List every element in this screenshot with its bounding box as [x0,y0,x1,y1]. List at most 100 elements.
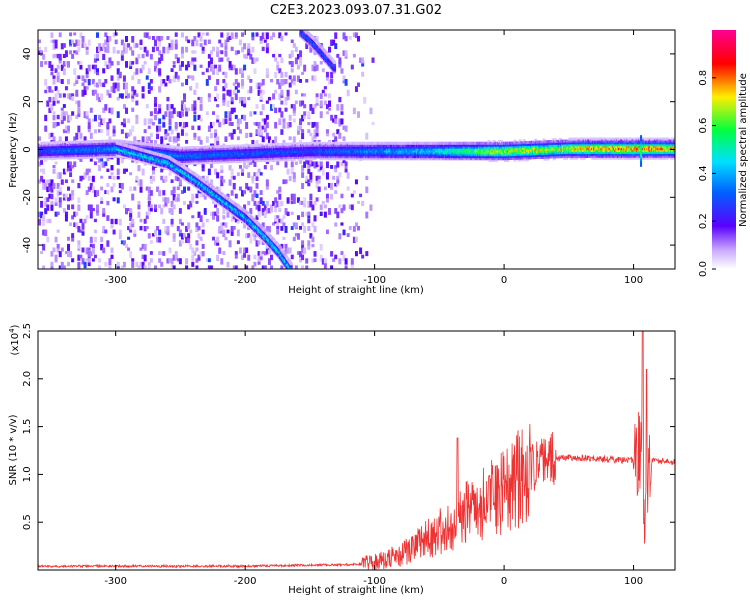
spectrogram-cell [67,261,71,267]
spectrogram-cell [247,200,251,206]
spectrogram-cell [137,78,141,85]
spectrogram-cell [69,114,73,121]
spectrogram-cell [120,50,124,56]
spectrogram-cell [301,182,305,190]
spectrogram-cell [67,165,71,172]
spectrogram-cell [342,157,346,164]
spectrogram-cell [50,89,54,93]
spectrogram-cell [361,200,365,207]
spectrogram-cell [81,258,85,265]
spectrogram-cell [228,179,232,186]
spectrogram-cell [129,251,133,259]
spectrogram-cell [96,53,100,59]
spectrogram-cell [292,197,296,204]
spectrogram-cell [180,233,184,240]
spectrogram-cell [311,64,315,72]
spectrogram-cell [91,118,95,122]
spectrogram-cell [106,35,110,43]
spectrogram-main-line-cell [54,156,58,160]
spectrogram-cell [87,258,91,263]
spectrogram-cell [147,265,151,269]
spectrogram-cell [301,240,305,246]
spectrogram-cell [241,168,245,173]
spectrogram-cell [75,75,79,81]
spectrogram-cell [106,190,110,195]
spectrogram-cell [172,236,176,242]
spectrogram-main-line-cell [60,141,64,145]
spectrogram-cell [79,61,83,66]
spectrogram-cell [307,182,311,187]
spectrogram-cell [263,265,267,269]
spectrogram-cell [125,61,129,68]
spectrogram-cell [321,168,325,176]
spectrogram-cell [158,68,162,76]
spectrogram-cell [191,254,195,262]
spectrogram-cell [282,118,286,123]
spectrogram-cell [278,200,282,207]
spectrogram-cell [50,179,54,187]
spectrogram-cell [162,179,166,183]
spectrogram-cell [48,107,52,114]
spectrogram-cell [87,118,91,123]
spectrogram-cell [174,53,178,60]
spectrogram-cell [85,71,89,79]
spectrogram-cell [253,254,257,260]
spectrogram-cell [90,269,93,272]
spectrogram-cell [243,100,247,108]
spectrogram-cell [46,100,50,107]
spectrogram-cell [247,96,251,101]
spectrogram-cell [218,247,222,254]
spectrogram-cell [280,265,284,269]
spectrogram-cell [253,190,257,198]
spectrogram-cell [81,43,85,48]
spectrogram-cell [226,57,230,62]
spectrogram-cell [180,82,184,87]
spectrogram-cell [139,179,143,187]
spectrogram-cell [193,35,197,42]
spectrogram-cell [178,122,182,127]
spectrogram-cell [284,78,288,84]
spectrogram-cell [284,32,288,36]
spectrogram-cell [38,218,41,226]
spectrogram-cell [359,57,363,64]
spectrogram-cell [176,57,180,64]
spectrogram-cell [116,175,120,180]
spectrogram-cell [77,254,81,261]
spectrogram-cell [106,168,110,173]
spectrogram-cell [336,179,340,184]
spectrogram-cell [40,211,44,219]
spectrogram-cell [160,168,164,173]
spectrogram-cell [294,222,298,229]
spectrogram-cell [261,125,265,130]
spectrogram-cell [122,75,126,82]
spectrogram-cell [125,243,129,248]
spectrogram-cell [282,122,286,128]
spectrogram-cell [303,114,307,120]
spectrogram-cell [75,50,79,55]
spectrogram-cell [216,104,220,108]
spectrogram-cell [116,168,120,175]
spectrogram-cell [230,190,234,196]
spectrogram-cell [325,193,329,199]
spectrogram-cell [60,118,64,125]
spectrogram-cell [52,96,56,102]
spectrogram-cell [332,258,336,262]
spectrogram-cell [371,122,375,126]
spectrogram-cell [290,200,294,205]
spectrogram-cell [309,233,313,239]
spectrogram-cell [230,96,234,102]
spectrogram-cell [178,240,182,247]
spectrogram-cell [253,57,257,64]
spectrogram-cell [189,86,193,91]
spectrogram-cell [46,218,50,224]
spectrogram-cell [64,125,68,131]
spectrogram-cell [168,46,172,51]
spectrogram-main-line-cell [180,146,184,150]
spectrogram-cell [131,61,135,65]
spectrogram-cell [255,215,259,220]
spectrogram-cell [216,254,220,262]
spectrogram-cell [234,93,238,101]
spectrogram-cell [347,269,350,272]
spectrogram-cell [158,118,162,125]
spectrogram-cell [323,258,327,264]
